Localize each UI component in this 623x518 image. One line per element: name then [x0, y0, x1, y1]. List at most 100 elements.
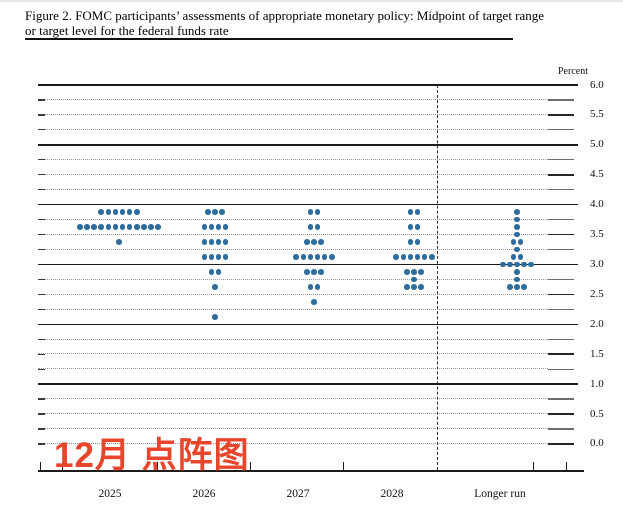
x-axis-label-longer-run: Longer run [474, 488, 526, 500]
dot-2028-2.875 [404, 269, 410, 275]
dot-2025-3.625 [148, 224, 154, 230]
dot-2026-2.625 [212, 284, 218, 290]
y-tick-left-5.50 [38, 114, 45, 116]
dot-2026-3.125 [222, 254, 229, 260]
y-axis-label-1.5: 1.5 [590, 347, 604, 360]
figure-title: Figure 2. FOMC participants’ assessments… [25, 8, 600, 38]
dot-2028-3.875 [407, 209, 414, 215]
top-edge-line [0, 0, 623, 2]
y-axis-label-4.0: 4.0 [590, 198, 604, 211]
dot-longer-run-3.875 [514, 209, 520, 215]
y-axis-label-5.0: 5.0 [590, 138, 604, 151]
dot-2025-3.625 [84, 224, 90, 230]
gridline-dotted-5.25 [38, 129, 548, 131]
dot-longer-run-3.25 [514, 246, 520, 253]
dot-2026-3.875 [205, 209, 211, 215]
dot-2027-2.625 [307, 284, 314, 290]
y-tick-left-2.75 [38, 278, 45, 281]
dot-2027-3.625 [314, 224, 321, 230]
y-tick-3.75 [548, 218, 574, 221]
x-axis-line [38, 470, 584, 472]
y-tick-left-3.50 [38, 233, 45, 236]
y-tick-left-2.50 [38, 293, 45, 295]
gridline-dotted-1.50 [38, 353, 548, 355]
dot-2025-3.875 [98, 209, 105, 215]
gridline-dotted-2.50 [38, 293, 548, 295]
dot-2027-3.125 [321, 254, 328, 260]
y-tick-4.25 [548, 189, 574, 191]
dot-longer-run-2.625 [514, 284, 520, 290]
gridline-dotted-0.25 [38, 428, 548, 430]
y-axis-label-4.5: 4.5 [590, 168, 604, 181]
dot-2028-3.375 [407, 239, 414, 245]
gridline-solid-4.00 [38, 203, 578, 206]
y-axis-label-2.0: 2.0 [590, 317, 604, 330]
dot-2028-3.375 [414, 239, 421, 245]
gridline-dotted-2.75 [38, 278, 548, 280]
gridline-dotted-3.25 [38, 248, 548, 250]
y-tick-4.50 [548, 173, 574, 176]
x-axis-tick-4 [343, 461, 345, 471]
y-axis-label-3.0: 3.0 [590, 257, 604, 270]
dot-2025-3.875 [119, 209, 126, 215]
dot-2026-3.125 [208, 254, 215, 260]
y-axis-label-3.5: 3.5 [590, 228, 604, 241]
figure-title-line2: or target level for the federal funds ra… [25, 23, 229, 38]
gridline-dotted-2.25 [38, 308, 548, 310]
x-axis-tick-0 [40, 461, 42, 471]
dot-longer-run-3.625 [514, 224, 520, 230]
december-dot-plot-annotation: 12月 点阵图 [54, 436, 250, 475]
dot-2026-3.375 [222, 239, 229, 245]
dot-longer-run-2.625 [521, 284, 527, 290]
y-tick-left-0.00 [38, 443, 45, 445]
y-tick-left-3.75 [38, 218, 45, 221]
gridline-dotted-5.50 [38, 114, 548, 116]
dot-2026-3.875 [219, 209, 225, 215]
dot-2025-3.625 [119, 224, 126, 230]
gridline-dotted-3.75 [38, 218, 548, 220]
y-axis-label-2.5: 2.5 [590, 287, 604, 300]
gridline-solid-6.00 [38, 84, 578, 86]
dot-2027-3.375 [318, 239, 324, 245]
dot-longer-run-3.5 [514, 231, 520, 238]
dot-2027-3.125 [293, 254, 300, 260]
gridline-dotted-0.75 [38, 398, 548, 400]
dot-2027-3.125 [314, 254, 321, 260]
y-tick-1.25 [548, 368, 574, 370]
y-tick-left-5.75 [38, 99, 45, 101]
dot-2025-3.625 [91, 224, 97, 230]
dot-2028-2.625 [418, 284, 424, 290]
gridline-dotted-1.75 [38, 338, 548, 340]
gridline-dotted-1.25 [38, 368, 548, 370]
y-axis-label-1.0: 1.0 [590, 377, 604, 390]
y-axis-label-5.5: 5.5 [590, 108, 604, 121]
dot-2028-2.875 [411, 269, 417, 275]
y-tick-1.75 [548, 338, 574, 340]
dot-2026-3.875 [212, 209, 218, 215]
dot-longer-run-3.125 [510, 254, 517, 260]
dot-2028-3.625 [407, 224, 414, 230]
dot-2025-3.625 [77, 224, 83, 230]
longer-run-divider [437, 85, 438, 470]
title-rule [25, 38, 513, 41]
dot-2025-3.375 [116, 239, 122, 245]
dot-2027-3.625 [307, 224, 314, 230]
y-tick-3.50 [548, 233, 574, 236]
dot-2026-2.875 [215, 269, 222, 275]
dot-2026-3.375 [201, 239, 208, 245]
dot-2026-3.625 [215, 224, 222, 230]
gridline-dotted-4.50 [38, 173, 548, 175]
dot-2026-2.875 [208, 269, 215, 275]
dot-2026-3.625 [201, 224, 208, 230]
y-axis-title: Percent [558, 66, 588, 77]
gridline-solid-3.00 [38, 263, 578, 266]
dot-longer-run-2.875 [514, 269, 520, 275]
dot-2028-2.875 [418, 269, 424, 275]
dot-2025-3.625 [133, 224, 140, 230]
x-axis-label-2026: 2026 [192, 488, 216, 500]
gridline-dotted-0.00 [38, 443, 548, 445]
x-axis-tick-3 [250, 461, 252, 471]
dot-2025-3.625 [105, 224, 112, 230]
x-axis-tick-6 [566, 461, 568, 471]
